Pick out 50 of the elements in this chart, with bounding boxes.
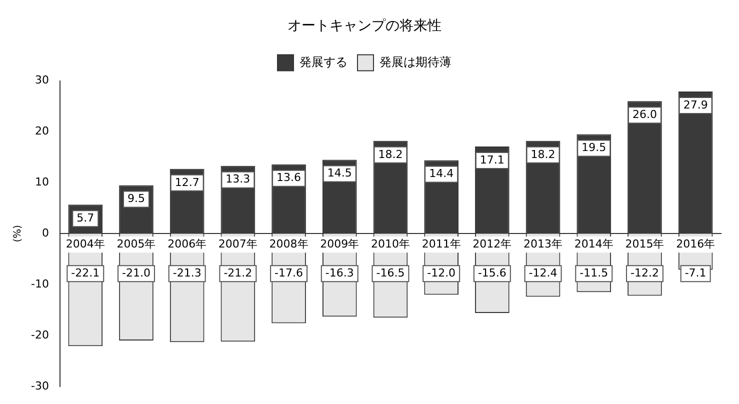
data-label: -11.5 bbox=[580, 266, 608, 280]
data-label: -12.2 bbox=[630, 266, 659, 280]
x-tick-label: 2011年 bbox=[422, 237, 461, 250]
data-label: -17.6 bbox=[274, 266, 304, 280]
chart-title: オートキャンプの将来性 bbox=[288, 18, 442, 34]
data-label: -16.5 bbox=[376, 266, 405, 280]
data-label: 9.5 bbox=[127, 192, 145, 206]
data-label: -21.3 bbox=[172, 266, 202, 280]
data-label: -15.6 bbox=[478, 266, 506, 280]
data-label: 26.0 bbox=[632, 108, 657, 122]
x-tick-label: 2006年 bbox=[168, 237, 207, 250]
data-label: -12.4 bbox=[528, 266, 558, 280]
x-tick-label: 2013年 bbox=[524, 237, 563, 250]
data-label: 14.4 bbox=[429, 167, 454, 180]
y-tick-label: -30 bbox=[31, 379, 49, 392]
data-label: 13.6 bbox=[276, 171, 302, 184]
data-label: -22.1 bbox=[71, 266, 100, 280]
x-tick-label: 2010年 bbox=[370, 237, 410, 250]
x-tick-label: 2009年 bbox=[320, 237, 360, 250]
legend-label: 発展する bbox=[300, 54, 348, 69]
y-axis-title: (%) bbox=[12, 224, 24, 242]
legend-label: 発展は期待薄 bbox=[380, 54, 452, 69]
data-label: 27.9 bbox=[683, 98, 708, 112]
y-tick-label: 10 bbox=[34, 176, 49, 189]
data-label: 18.2 bbox=[378, 148, 403, 161]
x-tick-label: 2012年 bbox=[472, 237, 512, 250]
data-label: 5.7 bbox=[76, 211, 94, 224]
data-label: -16.3 bbox=[325, 266, 354, 280]
y-tick-label: -10 bbox=[31, 277, 49, 290]
data-label: 12.7 bbox=[174, 176, 200, 189]
data-label: -21.0 bbox=[122, 266, 150, 280]
data-label: 14.5 bbox=[327, 166, 352, 180]
x-tick-label: 2008年 bbox=[269, 237, 308, 250]
data-label: 19.5 bbox=[582, 141, 606, 154]
x-tick-label: 2004年 bbox=[66, 237, 105, 250]
x-tick-label: 2014年 bbox=[574, 237, 614, 250]
y-tick-label: -20 bbox=[31, 328, 49, 342]
y-tick-label: 0 bbox=[42, 226, 49, 240]
x-tick-label: 2016年 bbox=[676, 237, 716, 250]
y-tick-label: 30 bbox=[34, 74, 49, 87]
data-label: 13.3 bbox=[226, 172, 250, 186]
data-label: -12.0 bbox=[427, 266, 456, 280]
x-tick-label: 2005年 bbox=[116, 237, 156, 250]
x-tick-label: 2007年 bbox=[218, 237, 258, 250]
data-label: 17.1 bbox=[480, 153, 504, 166]
y-tick-label: 20 bbox=[34, 124, 49, 138]
data-label: -7.1 bbox=[684, 266, 706, 280]
data-label: 18.2 bbox=[530, 148, 556, 161]
data-label: -21.2 bbox=[224, 266, 252, 280]
x-tick-label: 2015年 bbox=[625, 237, 664, 250]
